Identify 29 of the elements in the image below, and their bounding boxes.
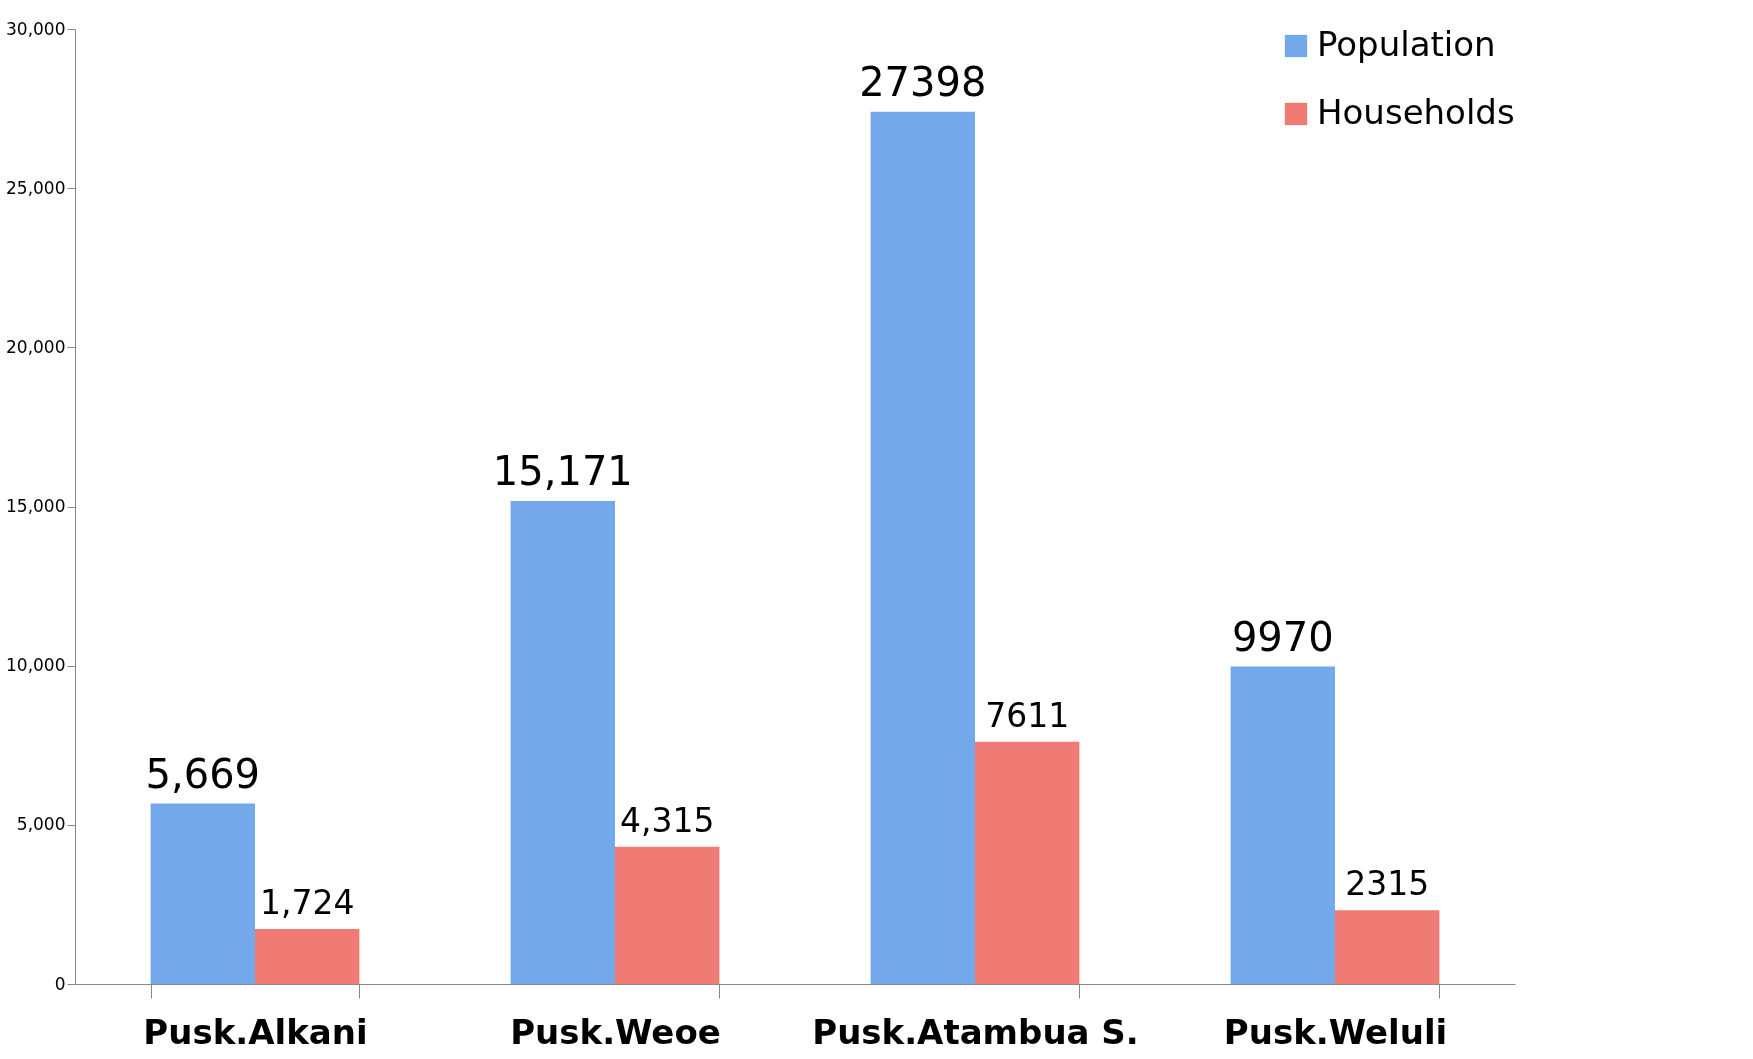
y-tick-label: 30,000	[6, 18, 66, 39]
data-label: 9970	[1231, 613, 1334, 660]
bar	[1335, 910, 1440, 984]
y-tick-label: 15,000	[6, 496, 66, 516]
data-label: 4,315	[619, 800, 715, 840]
data-label: 27398	[859, 58, 987, 105]
bar	[150, 803, 255, 984]
bar	[1230, 666, 1335, 984]
data-label: 7611	[985, 695, 1070, 735]
data-label: 15,171	[492, 448, 633, 495]
x-tick-label: Pusk.Alkani	[143, 1011, 368, 1052]
x-tick-label: Pusk.Atambua S.	[812, 1011, 1139, 1052]
legend-label: Households	[1317, 92, 1515, 132]
data-label: 2315	[1345, 864, 1430, 904]
y-tick-label: 5,000	[16, 814, 66, 835]
bar	[510, 501, 615, 984]
data-label: 1,724	[259, 883, 355, 923]
data-label: 5,669	[145, 750, 261, 797]
x-tick-label: Pusk.Weluli	[1223, 1011, 1448, 1052]
legend-label: Population	[1317, 24, 1496, 64]
bar	[975, 741, 1080, 984]
bar	[870, 111, 975, 984]
bar	[255, 929, 360, 984]
y-tick-label: 0	[54, 973, 66, 994]
y-tick-label: 10,000	[6, 655, 66, 676]
x-tick-label: Pusk.Weoe	[510, 1011, 721, 1052]
y-tick-label: 20,000	[6, 336, 66, 357]
bar	[615, 846, 720, 984]
y-tick-label: 25,000	[6, 177, 66, 198]
